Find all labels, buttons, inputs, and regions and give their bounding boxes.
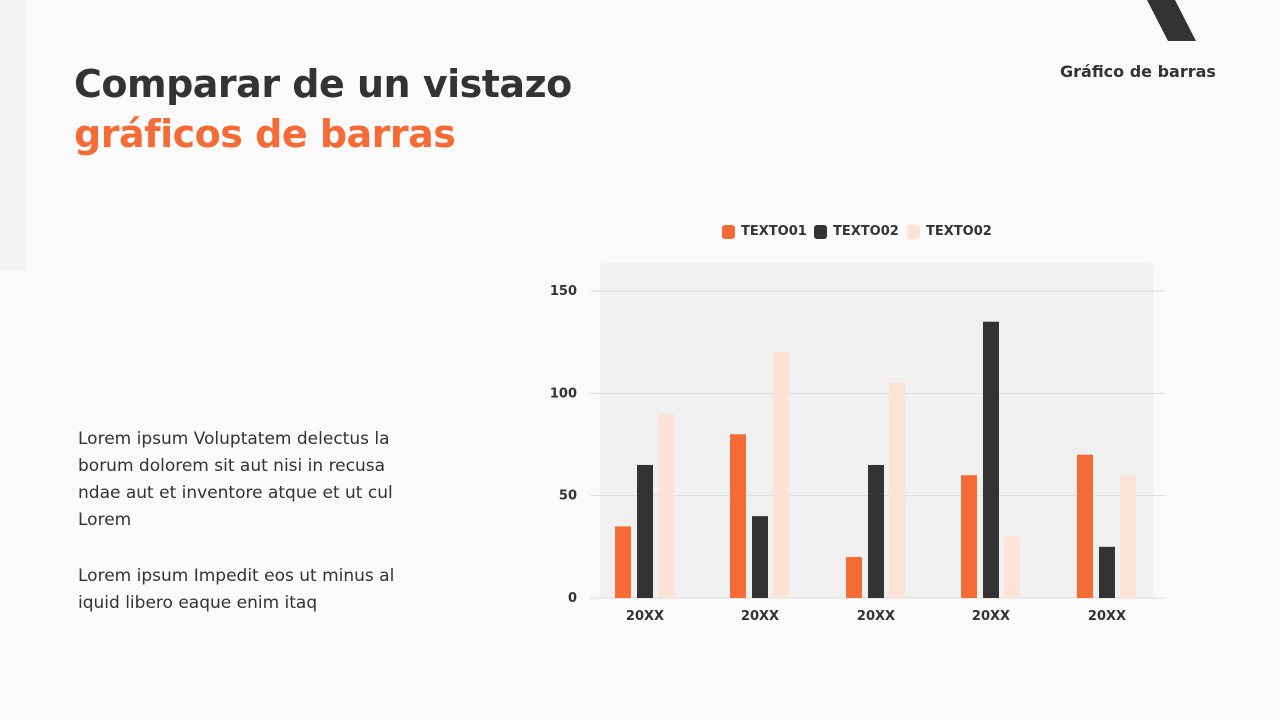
bar-3: [658, 413, 674, 598]
bar-1: [846, 557, 862, 598]
bar-1: [961, 475, 977, 598]
bar-3: [1004, 536, 1020, 598]
x-tick-label: 20XX: [972, 609, 1010, 624]
bar-1: [615, 526, 631, 598]
bar-2: [637, 464, 653, 598]
legend-label: TEXTO02: [926, 224, 992, 239]
bar-2: [1099, 546, 1115, 598]
legend-swatch: [907, 225, 920, 239]
page-subtitle: gráficos de barras: [74, 112, 456, 156]
body-paragraph-1: Lorem ipsum Voluptatem delectus la borum…: [78, 429, 393, 530]
legend-swatch: [722, 225, 735, 239]
y-tick-label: 50: [559, 489, 577, 504]
x-tick-label: 20XX: [626, 609, 664, 624]
bar-1: [1077, 454, 1093, 598]
section-label: Gráfico de barras: [1060, 62, 1216, 81]
decorative-strip: [0, 0, 26, 270]
y-tick-label: 150: [550, 284, 577, 299]
page-title: Comparar de un vistazo: [74, 62, 572, 106]
bar-3: [889, 383, 905, 598]
bar-1: [730, 434, 746, 598]
bar-3: [1120, 475, 1136, 598]
bar-2: [983, 321, 999, 598]
body-paragraph-2: Lorem ipsum Impedit eos ut minus al iqui…: [78, 566, 395, 613]
bar-2: [868, 464, 884, 598]
y-tick-label: 0: [568, 591, 577, 606]
y-tick-label: 100: [550, 386, 577, 401]
legend-label: TEXTO01: [741, 224, 807, 239]
bar-3: [773, 352, 789, 598]
x-tick-label: 20XX: [741, 609, 779, 624]
legend-swatch: [814, 225, 827, 239]
x-tick-label: 20XX: [857, 609, 895, 624]
legend-label: TEXTO02: [833, 224, 899, 239]
bar-2: [752, 516, 768, 598]
x-tick-label: 20XX: [1088, 609, 1126, 624]
